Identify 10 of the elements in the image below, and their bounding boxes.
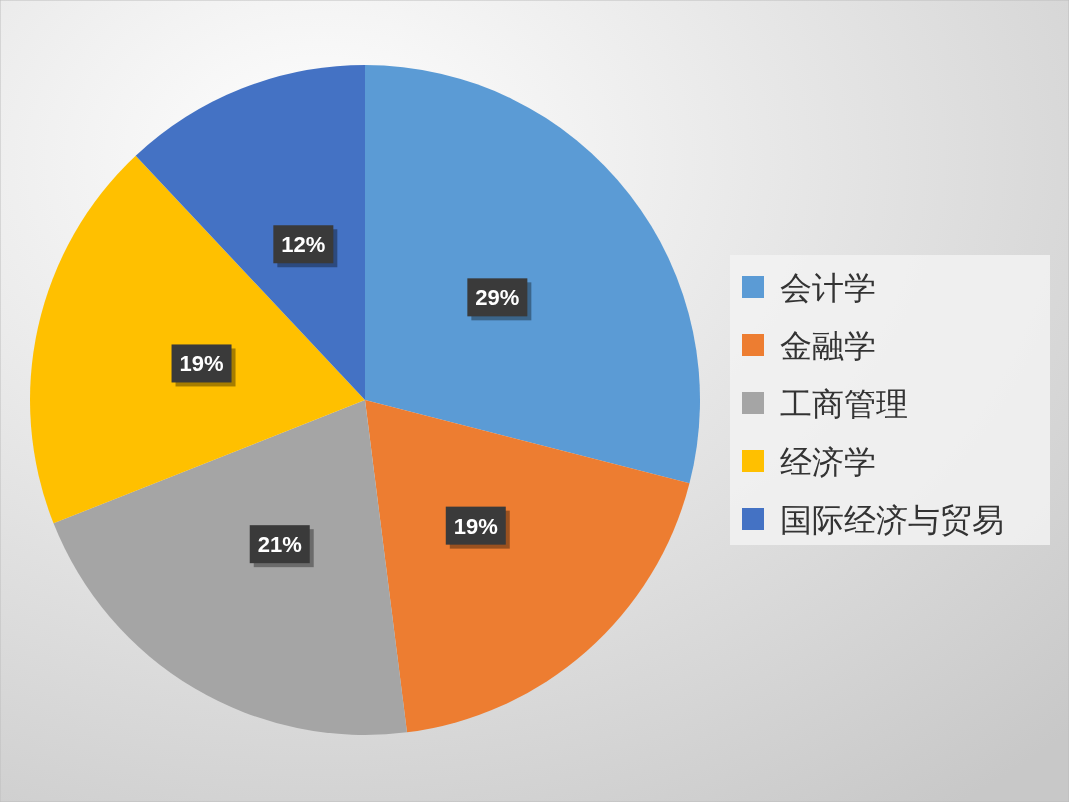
legend-label: 国际经济与贸易	[780, 501, 1004, 539]
data-label: 21%	[257, 532, 302, 558]
data-label: 19%	[179, 351, 224, 377]
legend-label: 金融学	[780, 327, 876, 365]
data-label: 19%	[453, 513, 498, 539]
data-label: 12%	[281, 232, 326, 258]
legend-label: 工商管理	[780, 385, 908, 423]
legend-label: 经济学	[780, 443, 876, 481]
legend-label: 会计学	[780, 269, 876, 307]
data-label: 29%	[475, 285, 520, 311]
